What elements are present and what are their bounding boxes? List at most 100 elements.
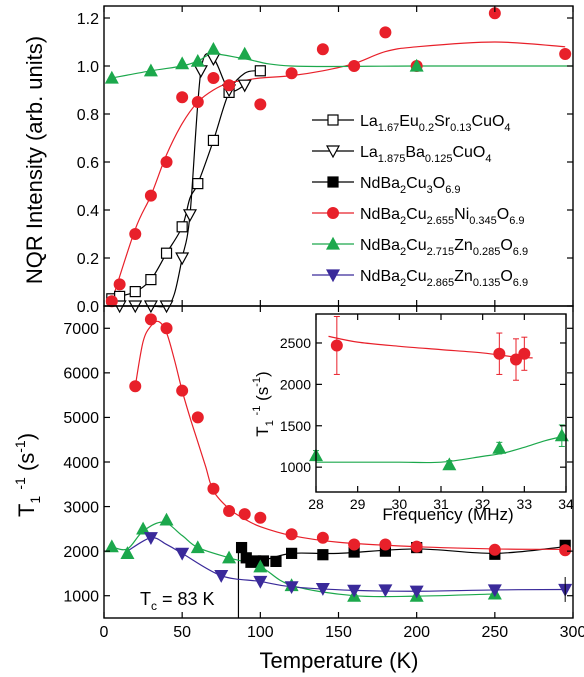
y-tick-label: 1500: [280, 418, 311, 434]
data-point: [159, 512, 174, 526]
top-y-axis-label: NQR Intensity (arb. units): [22, 36, 47, 284]
data-point: [214, 570, 229, 583]
data-point: [222, 550, 237, 564]
data-point: [190, 540, 205, 554]
data-point: [160, 322, 173, 335]
data-point: [254, 65, 266, 77]
data-point: [315, 582, 330, 596]
data-point: [192, 178, 204, 190]
legend-label: NdBa2Cu3O6.9: [360, 175, 460, 196]
data-point: [207, 134, 220, 146]
data-point: [182, 209, 197, 223]
data-point: [237, 79, 252, 93]
data-point: [554, 428, 569, 442]
top-panel: [104, 7, 573, 314]
data-point: [254, 98, 267, 111]
data-point: [379, 538, 392, 551]
y-tick-label: 1.2: [77, 11, 99, 28]
data-point: [510, 353, 522, 366]
data-point: [325, 236, 341, 250]
data-point: [191, 411, 204, 424]
axes-frame: [103, 5, 574, 307]
legend: La1.67Eu0.2Sr0.13CuO4 La1.875Ba0.125CuO4 N…: [312, 113, 528, 289]
x-tick-label: 28: [308, 496, 324, 512]
inset-background: [316, 314, 566, 492]
data-point: [193, 65, 208, 79]
legend-label: NdBa2Cu2.655Ni0.345O6.9: [360, 206, 525, 227]
y-tick-label: 5000: [63, 410, 99, 427]
data-point: [175, 252, 190, 266]
bottom-panel: Tc = 83 K T1 -1 (s-1): [12, 313, 573, 618]
y-tick-label: 0.2: [77, 251, 99, 268]
data-point: [120, 546, 135, 559]
data-point: [143, 532, 158, 546]
y-tick-label: 3000: [63, 499, 99, 516]
y-tick-label: 0.6: [77, 155, 99, 172]
data-point: [284, 581, 299, 595]
data-point: [238, 508, 251, 521]
x-tick-label: 150: [325, 624, 352, 641]
data-point: [176, 384, 189, 397]
data-point: [129, 286, 141, 298]
x-tick-label: 50: [173, 624, 191, 641]
data-point: [410, 540, 423, 553]
x-tick-label: 33: [517, 496, 533, 512]
data-point: [175, 547, 190, 561]
y-tick-label: 2500: [280, 335, 311, 351]
y-tick-label: 2000: [63, 544, 99, 561]
series-line: [111, 521, 495, 598]
series-line: [127, 537, 566, 592]
inset-panel: T1 -1 (s-1): [251, 314, 569, 492]
data-point: [518, 347, 531, 360]
x-tick-label: 250: [481, 624, 508, 641]
data-point: [488, 543, 501, 556]
data-point: [317, 549, 329, 561]
data-point: [129, 228, 142, 240]
data-point: [270, 555, 282, 567]
x-tick-label: 30: [392, 496, 408, 512]
data-point: [235, 541, 248, 554]
x-tick-label: 200: [403, 624, 430, 641]
data-point: [175, 56, 190, 70]
data-point: [325, 269, 341, 283]
data-point: [223, 79, 236, 92]
axes-frames: 0.0 0.2 0.4 0.6 0.8 1.0 1.2 0 50 100 150 200 250 300 1…: [63, 5, 584, 641]
x-tick-label: 300: [560, 624, 584, 641]
y-tick-label: 1.0: [77, 59, 99, 76]
x-tick-label: 100: [247, 624, 274, 641]
data-point: [144, 313, 157, 326]
axes-frame: [103, 305, 574, 619]
data-point: [348, 60, 361, 72]
data-point: [487, 584, 502, 598]
data-point: [160, 247, 173, 259]
data-point: [442, 457, 457, 471]
data-point: [285, 528, 298, 541]
data-point: [105, 295, 118, 308]
series-line: [111, 70, 261, 300]
data-point: [144, 189, 157, 202]
axes-frame: [315, 313, 567, 493]
data-point: [176, 221, 188, 233]
y-tick-label: 1000: [63, 588, 99, 605]
data-point: [285, 67, 298, 80]
data-point: [327, 207, 339, 219]
data-point: [104, 539, 119, 553]
data-point: [253, 575, 268, 589]
legend-label: NdBa2Cu2.865Zn0.135O6.9: [360, 268, 528, 289]
y-tick-label: 4000: [63, 455, 99, 472]
y-tick-label: 0.4: [77, 203, 99, 220]
data-point: [316, 531, 329, 544]
data-point: [409, 58, 424, 72]
y-tick-label: 0.8: [77, 107, 99, 124]
y-tick-label: 1000: [280, 459, 311, 475]
data-point: [253, 559, 268, 573]
data-point: [129, 380, 142, 393]
data-point: [254, 511, 267, 524]
y-tick-label: 7000: [63, 321, 99, 338]
data-point: [559, 544, 572, 557]
data-point: [190, 53, 205, 67]
x-tick-label: 34: [558, 496, 574, 512]
data-point: [409, 585, 424, 599]
data-point: [136, 521, 151, 535]
